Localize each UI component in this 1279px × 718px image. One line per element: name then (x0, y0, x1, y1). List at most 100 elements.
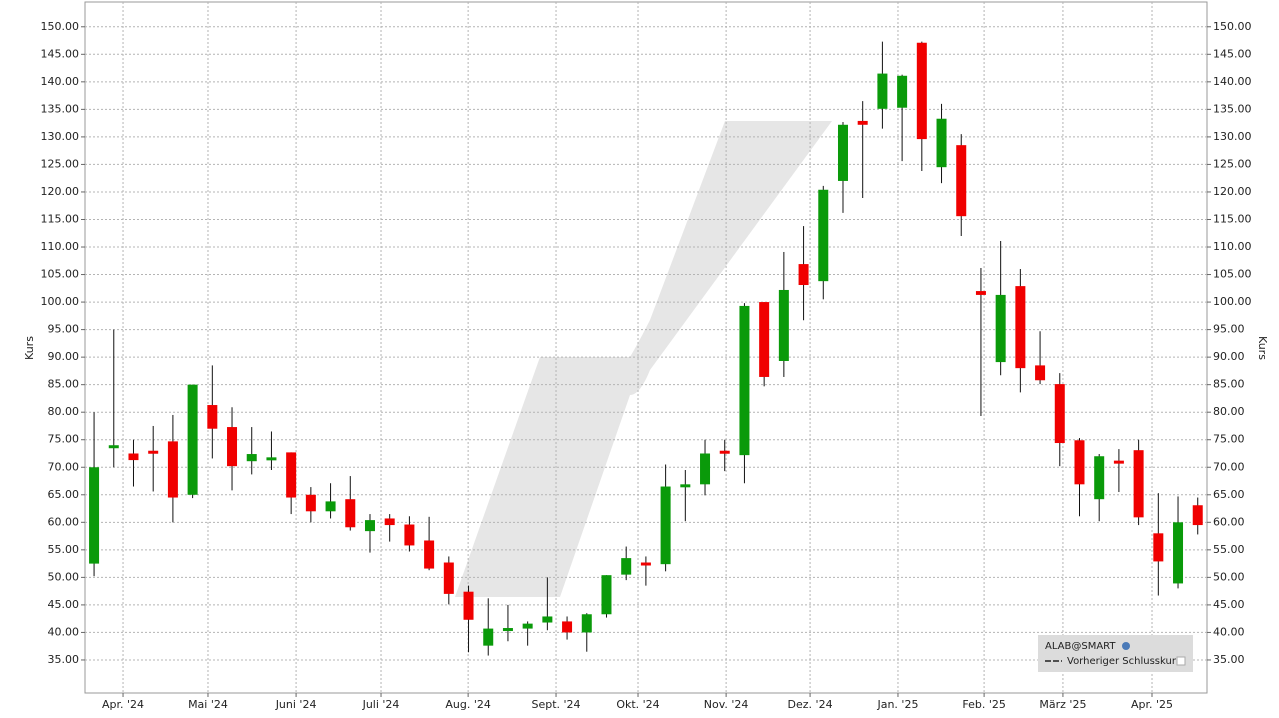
legend-title: ALAB@SMART (1045, 641, 1116, 652)
y2-tick-label: 140.00 (1213, 75, 1252, 88)
y-tick-label: 120.00 (41, 185, 80, 198)
candle-body (1015, 286, 1026, 369)
y2-tick-label: 95.00 (1213, 323, 1245, 336)
candle-body (266, 457, 277, 461)
candle-body (837, 124, 848, 181)
candle-body (424, 540, 435, 569)
candle-body (640, 562, 651, 566)
y2-tick-label: 50.00 (1213, 570, 1245, 583)
candle-body (621, 558, 632, 575)
candle-body (660, 486, 671, 565)
x-tick-label: Juli '24 (362, 698, 400, 711)
candle-body (246, 454, 257, 462)
y2-tick-label: 125.00 (1213, 157, 1252, 170)
candle-body (601, 575, 612, 615)
x-tick-label: Nov. '24 (704, 698, 749, 711)
candle-body (897, 75, 908, 108)
y-tick-label: 150.00 (41, 20, 80, 33)
candle-body (305, 494, 316, 512)
legend-box (1038, 635, 1193, 672)
y-tick-label: 45.00 (48, 598, 80, 611)
candle-body (227, 427, 238, 467)
legend-checkbox[interactable] (1176, 656, 1186, 666)
y-tick-label: 65.00 (48, 488, 80, 501)
y-tick-label: 95.00 (48, 323, 80, 336)
candle-body (404, 524, 415, 546)
candle-body (89, 467, 100, 564)
x-tick-label: Juni '24 (275, 698, 317, 711)
y2-tick-label: 75.00 (1213, 433, 1245, 446)
candle-body (286, 452, 297, 498)
grid (85, 2, 1207, 693)
candle-body (818, 189, 829, 282)
candle-body (128, 453, 139, 461)
y-tick-label: 125.00 (41, 157, 80, 170)
y2-tick-label: 65.00 (1213, 488, 1245, 501)
candle-body (700, 453, 711, 485)
x-tick-label: Apr. '24 (102, 698, 144, 711)
y-tick-label: 100.00 (41, 295, 80, 308)
y-axis-label: Kurs (23, 336, 36, 360)
y-tick-label: 90.00 (48, 350, 80, 363)
y2-tick-label: 90.00 (1213, 350, 1245, 363)
candle-body (956, 145, 967, 217)
y-tick-label: 60.00 (48, 515, 80, 528)
candle-body (1113, 460, 1124, 464)
candles (89, 41, 1203, 656)
y-tick-label: 85.00 (48, 378, 80, 391)
y2-tick-label: 110.00 (1213, 240, 1252, 253)
candle-body (542, 616, 553, 623)
y-tick-label: 145.00 (41, 47, 80, 60)
y-tick-label: 140.00 (41, 75, 80, 88)
y2-axis-label: Kurs (1256, 336, 1269, 360)
candle-body (345, 499, 356, 528)
x-tick-label: Jan. '25 (876, 698, 918, 711)
x-tick-label: Dez. '24 (788, 698, 833, 711)
y-tick-label: 110.00 (41, 240, 80, 253)
x-tick-label: Feb. '25 (962, 698, 1006, 711)
y2-tick-label: 55.00 (1213, 543, 1245, 556)
candle-body (207, 405, 218, 429)
candle-body (581, 614, 592, 633)
y-tick-label: 70.00 (48, 460, 80, 473)
candle-body (364, 520, 375, 532)
candle-body (1054, 384, 1065, 444)
y-tick-label: 115.00 (41, 212, 80, 225)
watermark (455, 121, 832, 597)
legend-icon (1122, 642, 1130, 650)
candle-body (916, 42, 927, 140)
candle-body (502, 628, 513, 632)
candle-body (857, 120, 868, 125)
candle-body (325, 501, 336, 512)
y-tick-label: 105.00 (41, 268, 80, 281)
candle-body (936, 118, 947, 168)
y2-tick-label: 150.00 (1213, 20, 1252, 33)
candle-body (680, 484, 691, 488)
candle-body (1133, 450, 1144, 518)
y2-tick-label: 100.00 (1213, 295, 1252, 308)
candle-body (483, 628, 494, 646)
y2-tick-label: 80.00 (1213, 405, 1245, 418)
candle-body (1094, 456, 1105, 500)
candle-body (778, 289, 789, 361)
y2-tick-label: 70.00 (1213, 460, 1245, 473)
x-tick-label: Mai '24 (188, 698, 228, 711)
legend: ALAB@SMART Vorheriger Schlusskurs (1038, 635, 1193, 672)
candle-body (798, 264, 809, 286)
candle-body (1153, 533, 1164, 562)
x-tick-label: Okt. '24 (616, 698, 659, 711)
x-tick-label: März '25 (1039, 698, 1086, 711)
candle-body (719, 450, 730, 454)
candle-body (167, 441, 178, 498)
candle-body (187, 384, 198, 495)
y-tick-label: 135.00 (41, 102, 80, 115)
y2-tick-label: 60.00 (1213, 515, 1245, 528)
candle-body (443, 562, 454, 594)
candle-body (759, 302, 770, 377)
candle-body (1192, 505, 1203, 526)
y2-tick-label: 105.00 (1213, 268, 1252, 281)
candle-body (995, 294, 1006, 363)
candle-body (522, 623, 533, 629)
candle-body (1035, 365, 1046, 381)
y2-tick-label: 85.00 (1213, 378, 1245, 391)
